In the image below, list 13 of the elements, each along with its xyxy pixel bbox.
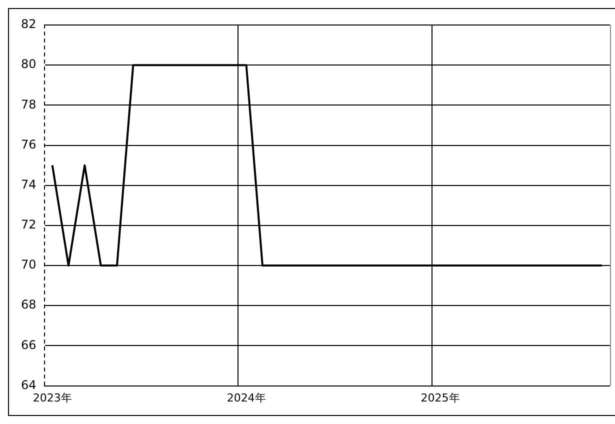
y-tick-label: 76: [20, 137, 36, 152]
y-tick-label: 82: [20, 17, 36, 32]
y-tick-label: 64: [20, 378, 36, 392]
y-tick-label: 74: [20, 177, 36, 192]
y-tick-label: 70: [20, 258, 36, 272]
x-tick-label: 2025年: [420, 391, 460, 404]
x-tick-label: 2023年: [32, 391, 72, 404]
x-tick-label: 2024年: [226, 391, 266, 404]
y-tick-label: 78: [20, 97, 36, 112]
y-tick-label: 68: [20, 298, 36, 312]
y-tick-label: 72: [20, 218, 36, 232]
y-tick-label: 80: [20, 57, 36, 72]
y-tick-label: 66: [20, 338, 36, 352]
